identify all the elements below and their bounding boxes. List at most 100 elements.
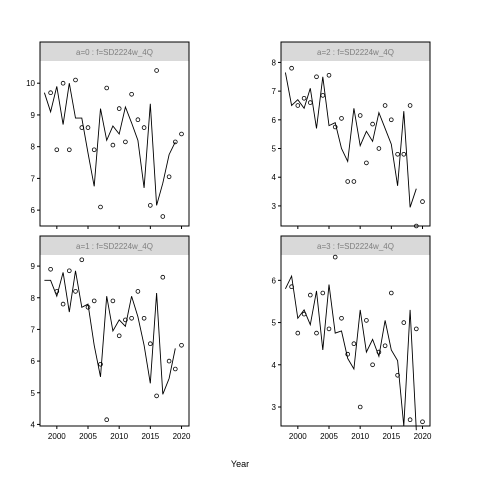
- data-point: [116, 106, 122, 111]
- data-point: [135, 117, 141, 122]
- data-point: [413, 223, 419, 229]
- x-tick-label: 2015: [382, 432, 400, 441]
- data-point: [345, 351, 351, 357]
- y-tick-label: 5: [272, 319, 277, 328]
- panel-2: a=1 : f=SD2224w_4Q 4 5 6 7 8 9 2000 2005 2010 2015…: [31, 235, 191, 441]
- panel-frame: [39, 235, 190, 427]
- data-point: [173, 366, 178, 372]
- y-tick-label: 6: [272, 116, 277, 125]
- panels-layer: a=0 : f=SD2224w_4Q 6 7 8 9 10 a=2 : f=SD2224w_…: [26, 41, 432, 441]
- x-tick-label: 2010: [351, 432, 369, 441]
- data-point: [67, 147, 72, 153]
- data-point: [307, 292, 313, 298]
- data-point: [60, 301, 66, 307]
- data-point: [382, 103, 388, 108]
- data-point: [91, 147, 97, 153]
- data-point: [116, 333, 122, 339]
- data-point: [351, 179, 357, 184]
- data-point: [382, 343, 388, 349]
- data-point: [135, 289, 141, 294]
- data-point: [141, 125, 147, 130]
- data-point: [364, 318, 369, 323]
- y-tick-label: 8: [31, 143, 36, 152]
- data-point: [370, 362, 375, 368]
- data-point: [395, 152, 400, 157]
- data-point: [48, 90, 53, 95]
- data-point: [91, 298, 97, 304]
- data-point: [173, 139, 178, 145]
- data-point: [154, 393, 159, 399]
- x-tick-label: 2020: [414, 432, 432, 441]
- data-point: [413, 326, 419, 332]
- data-point: [407, 103, 413, 108]
- data-point: [339, 116, 344, 121]
- panel-strip: [40, 42, 189, 61]
- y-tick-label: 6: [272, 276, 277, 285]
- data-point: [420, 199, 425, 204]
- data-point: [289, 65, 294, 71]
- data-point: [123, 317, 128, 323]
- x-tick-label: 2000: [48, 432, 66, 441]
- data-point: [54, 289, 60, 294]
- data-point: [364, 160, 369, 166]
- panel-title: a=2 : f=SD2224w_4Q: [317, 48, 394, 57]
- data-point: [420, 419, 425, 425]
- fitted-line: [44, 270, 176, 395]
- panel-title: a=0 : f=SD2224w_4Q: [76, 48, 153, 57]
- data-point: [60, 80, 66, 86]
- data-point: [73, 289, 78, 294]
- fitted-line: [43, 83, 176, 206]
- panel-title: a=3 : f=SD2224w_4Q: [317, 242, 394, 251]
- data-point: [54, 147, 60, 153]
- data-point: [110, 298, 116, 304]
- y-tick-label: 7: [272, 87, 277, 96]
- data-point: [79, 125, 85, 130]
- data-point: [98, 204, 103, 210]
- data-point: [332, 124, 338, 130]
- data-point: [376, 146, 382, 151]
- y-tick-label: 4: [31, 420, 36, 429]
- data-point: [85, 125, 91, 130]
- data-point: [79, 257, 85, 263]
- panel-3: a=3 : f=SD2224w_4Q 3 4 5 6 2000 2005 2010 2015 20…: [272, 235, 432, 441]
- data-point: [320, 93, 326, 98]
- data-point: [370, 121, 375, 127]
- data-point: [357, 404, 363, 410]
- data-point: [104, 417, 109, 423]
- data-point: [357, 113, 363, 118]
- data-point: [129, 92, 134, 97]
- y-tick-label: 9: [31, 262, 36, 271]
- panel-title: a=1 : f=SD2224w_4Q: [76, 242, 153, 251]
- panel-0: a=0 : f=SD2224w_4Q 6 7 8 9 10: [26, 41, 190, 229]
- fitted-line: [284, 274, 417, 431]
- data-point: [110, 142, 116, 148]
- y-tick-label: 3: [272, 202, 277, 211]
- y-tick-label: 5: [31, 389, 36, 398]
- y-tick-label: 10: [26, 79, 35, 88]
- data-point: [320, 290, 326, 296]
- panel-frame: [39, 41, 190, 227]
- panel-frame: [280, 41, 431, 227]
- data-point: [141, 315, 147, 321]
- data-point: [339, 315, 344, 321]
- data-point: [98, 361, 103, 367]
- panel-1: a=2 : f=SD2224w_4Q 3 4 5 6 7 8: [272, 41, 431, 229]
- y-tick-label: 3: [272, 403, 277, 412]
- data-point: [345, 179, 351, 184]
- data-point: [376, 349, 382, 355]
- data-point: [351, 341, 357, 347]
- data-point: [48, 266, 53, 272]
- data-point: [388, 290, 394, 296]
- data-point: [160, 214, 166, 219]
- y-tick-label: 4: [272, 361, 277, 370]
- data-point: [67, 268, 72, 274]
- data-point: [160, 274, 166, 280]
- y-tick-label: 5: [272, 145, 277, 154]
- data-point: [85, 304, 91, 310]
- panel-strip: [40, 236, 189, 255]
- data-point: [73, 77, 78, 83]
- data-point: [301, 311, 307, 317]
- x-tick-label: 2005: [79, 432, 97, 441]
- data-point: [401, 152, 407, 157]
